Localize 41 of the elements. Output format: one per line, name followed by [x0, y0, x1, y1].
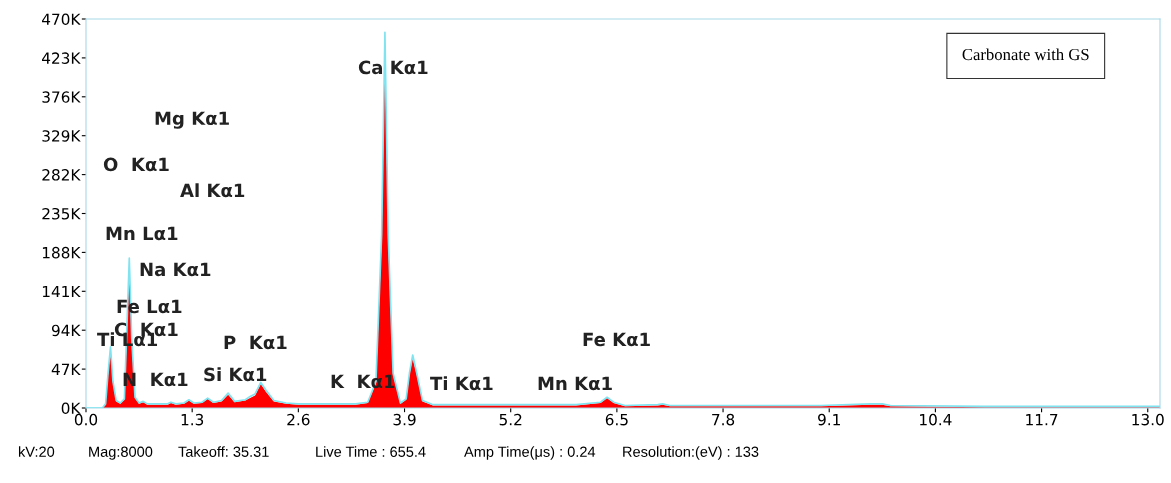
x-tick-label: 6.5 [605, 413, 628, 426]
y-tick-label: 376K [42, 91, 81, 103]
x-tick-label: 9.1 [818, 413, 840, 426]
annotation: P Kα1 [224, 335, 287, 350]
text: Takeoff: 35.31 [178, 446, 269, 457]
text: Live Time : 655.4 [316, 446, 426, 457]
text: Resolution:(eV) : 133 [623, 446, 759, 460]
annotation: Fe Kα1 [583, 332, 650, 347]
y-tick-label: 94K [51, 324, 81, 337]
x-tick-label: 2.6 [287, 413, 310, 426]
y-tick-label: 141K [42, 285, 81, 298]
text: Mag:8000 [89, 446, 153, 460]
x-tick-label: 3.9 [393, 413, 416, 426]
annotation: Mn Kα1 [538, 376, 612, 391]
annotation: Ti Kα1 [430, 376, 493, 391]
y-tick-label: 188K [42, 246, 81, 259]
annotation: O Kα1 [103, 157, 169, 172]
y-tick-label: 282K [42, 169, 81, 181]
annotation: Mn Lα1 [106, 226, 178, 241]
annotation: Mg Kα1 [155, 111, 229, 129]
annotation: Si Kα1 [204, 367, 267, 382]
y-tick-label: 235K [42, 207, 81, 220]
y-tick-label: 329K [42, 130, 81, 142]
x-tick-label: 11.7 [1026, 414, 1058, 426]
annotation: Carbonate with GS [962, 48, 1089, 61]
x-tick-label: 0.0 [74, 413, 98, 426]
annotation: Al Kα1 [180, 183, 245, 198]
x-tick-label: 1.3 [181, 413, 204, 426]
annotation: Ca Kα1 [358, 60, 428, 75]
y-tick-label: 47K [51, 363, 81, 375]
x-tick-label: 5.2 [499, 413, 522, 426]
x-tick-label: 7.8 [712, 413, 735, 426]
annotation: Na Kα1 [140, 262, 211, 277]
x-tick-label: 13.0 [1132, 413, 1164, 426]
y-tick-label: 423K [42, 52, 81, 64]
text: kV:20 [18, 446, 55, 457]
annotation: K Kα1 [331, 374, 395, 389]
y-tick-label: 470K [42, 13, 81, 26]
x-tick-label: 10.4 [920, 413, 952, 426]
y-tick-label: 0K [61, 402, 81, 415]
text: Amp Time(μs) : 0.24 [464, 446, 596, 460]
